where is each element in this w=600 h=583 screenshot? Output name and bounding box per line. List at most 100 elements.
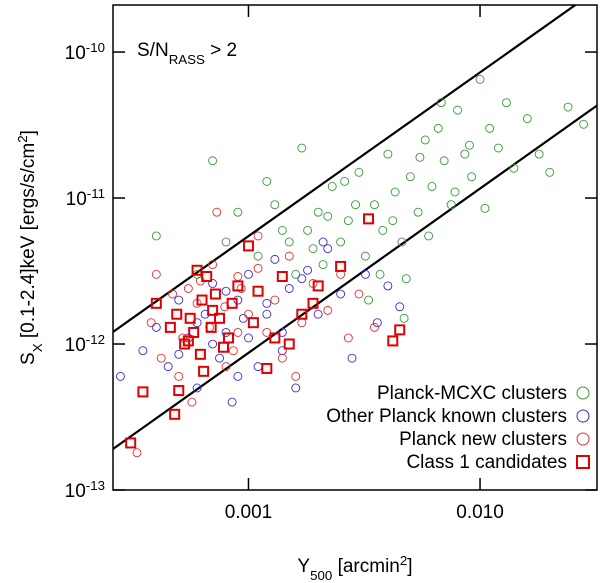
y-tick-label: 10-10 — [65, 40, 105, 65]
circle-marker — [360, 251, 370, 261]
y-tick-exponent: -13 — [86, 478, 105, 493]
x-axis-label-part: 500 — [310, 568, 332, 583]
circle-marker — [168, 289, 177, 299]
circle-marker — [378, 225, 388, 235]
circle-marker — [475, 74, 485, 84]
square-marker — [261, 362, 273, 374]
legend-marker — [576, 455, 590, 469]
circle-marker — [233, 295, 243, 305]
circle-marker — [397, 237, 407, 247]
circle-marker — [303, 265, 313, 275]
reference-line — [113, 5, 576, 333]
circle-marker — [284, 251, 294, 261]
y-tick-exponent: -10 — [86, 40, 105, 55]
circle-marker — [233, 371, 243, 381]
reference-line — [113, 104, 597, 450]
y-axis-label-part: S — [18, 352, 39, 365]
square-marker — [169, 408, 181, 420]
circle-marker — [221, 328, 231, 337]
circle-marker — [284, 284, 294, 293]
square-marker — [223, 332, 235, 344]
annotation: S/NRASS > 2 — [137, 40, 237, 67]
circle-marker — [291, 269, 301, 279]
circle-marker — [270, 295, 280, 305]
square-marker — [214, 312, 226, 324]
circle-marker — [221, 237, 231, 247]
legend-label: Class 1 candidates — [406, 452, 567, 473]
y-tick-base: 10 — [65, 335, 86, 356]
y-tick-base: 10 — [66, 189, 87, 210]
square-marker — [394, 324, 406, 336]
legend-marker — [576, 409, 590, 423]
circle-marker — [460, 149, 470, 159]
circle-marker — [308, 244, 318, 254]
circle-marker — [262, 176, 272, 186]
circle-marker — [480, 203, 490, 213]
square-marker — [269, 332, 281, 344]
circle-marker — [262, 328, 272, 337]
circle-marker — [323, 244, 333, 254]
circle-marker — [563, 102, 573, 112]
legend-marker — [576, 386, 590, 400]
square-marker — [150, 297, 162, 309]
circle-marker — [534, 149, 544, 159]
circle-marker — [370, 322, 379, 332]
circle-marker — [303, 225, 313, 235]
circle-marker — [297, 274, 307, 284]
x-axis-label-part: 2 — [400, 553, 407, 568]
circle-marker — [174, 349, 184, 359]
square-marker — [335, 260, 347, 272]
circle-marker — [146, 318, 156, 328]
circle-marker — [116, 371, 125, 381]
circle-marker — [450, 187, 460, 197]
legend-label: Planck new clusters — [399, 429, 567, 450]
circle-marker — [291, 383, 301, 393]
circle-marker — [545, 167, 555, 177]
square-marker — [247, 317, 259, 329]
square-marker — [173, 385, 185, 397]
circle-marker — [493, 143, 503, 153]
circle-marker — [262, 298, 272, 308]
square-marker — [242, 240, 254, 252]
circle-marker — [375, 269, 385, 279]
circle-marker — [233, 328, 243, 337]
circle-marker — [138, 346, 148, 356]
circle-marker — [323, 305, 333, 315]
y-tick-exponent: -11 — [87, 186, 105, 201]
square-marker — [201, 271, 213, 283]
circle-marker — [270, 200, 280, 210]
circle-marker — [343, 216, 353, 226]
circle-marker — [522, 114, 532, 124]
square-marker — [125, 437, 137, 449]
circle-marker — [336, 289, 346, 299]
circle-marker — [340, 176, 350, 186]
circle-marker — [383, 281, 393, 291]
square-marker — [164, 321, 176, 333]
square-marker — [182, 335, 194, 347]
circle-marker — [291, 371, 301, 381]
circle-marker — [262, 309, 272, 319]
annotation-part: S/N — [137, 40, 169, 61]
square-marker — [194, 348, 206, 360]
circle-marker — [336, 237, 346, 247]
circle-marker — [233, 207, 243, 217]
circle-marker — [220, 302, 230, 312]
circle-marker — [360, 269, 370, 279]
square-marker — [196, 294, 208, 306]
circle-marker — [236, 284, 246, 293]
circle-marker — [464, 140, 474, 150]
circle-marker — [156, 353, 166, 363]
circle-marker — [424, 231, 434, 241]
circle-marker — [208, 156, 218, 166]
circle-marker — [277, 353, 287, 363]
circle-marker — [388, 216, 398, 226]
square-marker — [209, 288, 221, 300]
circle-marker — [244, 269, 253, 279]
circle-marker — [178, 333, 188, 343]
square-marker — [226, 297, 238, 309]
circle-marker — [253, 251, 263, 261]
circle-marker — [579, 119, 589, 129]
y-tick-base: 10 — [65, 481, 86, 502]
circle-marker — [370, 200, 379, 210]
square-marker — [252, 285, 264, 297]
